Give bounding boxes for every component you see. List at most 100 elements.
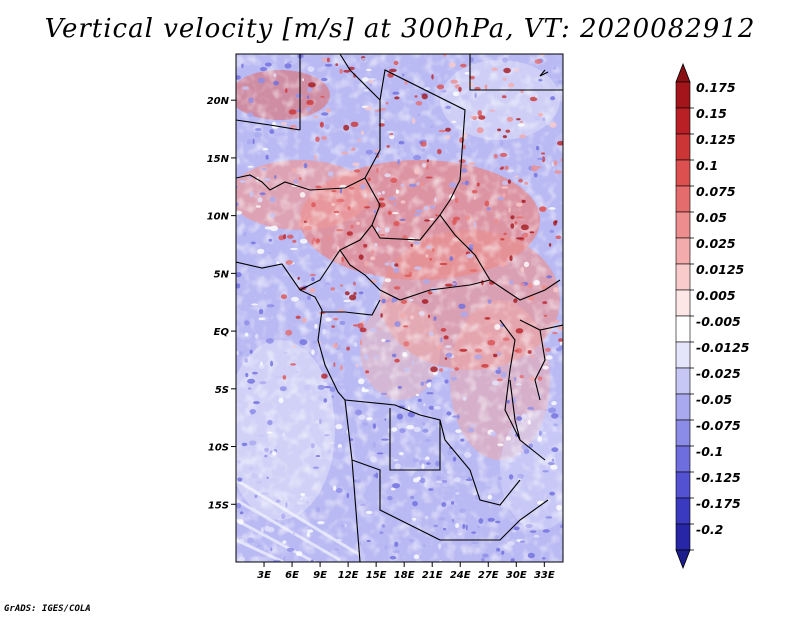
field-speckle	[320, 95, 325, 98]
field-speckle	[477, 110, 482, 117]
colorbar-swatch	[675, 81, 691, 109]
field-speckle	[293, 179, 298, 184]
field-speckle	[339, 359, 345, 363]
field-speckle	[343, 69, 351, 73]
field-speckle	[297, 171, 305, 175]
field-speckle	[310, 443, 315, 449]
field-speckle	[327, 171, 334, 177]
field-speckle	[440, 470, 444, 475]
field-speckle	[257, 197, 263, 203]
field-speckle	[323, 386, 332, 389]
field-speckle	[326, 108, 331, 113]
field-speckle	[464, 214, 471, 221]
lon-tick-label: 21E	[422, 570, 443, 581]
field-speckle	[428, 314, 430, 319]
field-speckle	[375, 472, 379, 479]
field-speckle	[260, 361, 263, 366]
field-speckle	[379, 233, 386, 237]
field-speckle	[397, 385, 402, 389]
field-speckle	[256, 248, 265, 255]
field-speckle	[295, 315, 301, 319]
wave-stripes	[236, 478, 361, 562]
field-speckle	[310, 559, 314, 562]
field-speckle	[458, 86, 462, 92]
field-speckle	[237, 519, 244, 525]
field-speckle	[365, 510, 373, 515]
field-speckle	[244, 332, 249, 337]
field-speckle	[445, 105, 452, 110]
field-speckle	[461, 94, 469, 100]
field-speckle	[441, 480, 448, 483]
field-speckle	[242, 86, 250, 90]
field-speckle	[539, 206, 547, 212]
field-texture	[236, 54, 563, 562]
field-speckle	[398, 405, 406, 409]
field-speckle	[469, 269, 478, 273]
field-speckle	[265, 154, 269, 160]
field-speckle	[453, 216, 460, 221]
colorbar-swatch	[675, 497, 691, 525]
lat-tick-label: 10S	[208, 443, 229, 454]
field-speckle	[380, 392, 388, 395]
field-speckle	[458, 127, 464, 130]
field-speckle	[251, 241, 256, 244]
field-speckle	[509, 280, 514, 285]
field-speckle	[384, 227, 390, 233]
field-speckle	[459, 508, 466, 513]
field-speckle	[275, 499, 281, 503]
border	[299, 224, 373, 291]
field-speckle	[510, 223, 515, 229]
field-speckle	[239, 538, 245, 543]
field-speckle	[325, 317, 332, 322]
field-speckle	[540, 54, 545, 57]
field-speckle	[504, 544, 508, 550]
field-speckle	[350, 224, 354, 229]
field-speckle	[407, 411, 415, 418]
field-speckle	[454, 84, 460, 89]
colorbar-label: 0.175	[696, 80, 736, 95]
field-speckle	[468, 424, 477, 427]
field-speckle	[255, 333, 259, 339]
field-speckle	[439, 262, 448, 266]
field-speckle	[492, 380, 499, 386]
field-speckle	[452, 456, 457, 462]
field-speckle	[502, 77, 507, 81]
field-speckle	[542, 470, 549, 473]
field-speckle	[519, 518, 526, 524]
field-speckle	[521, 444, 529, 450]
field-speckle	[324, 124, 330, 130]
field-speckle	[315, 185, 322, 189]
colorbar-label: 0.1	[696, 158, 718, 173]
field-speckle	[303, 163, 308, 169]
field-speckle	[236, 157, 240, 164]
field-speckle	[370, 458, 377, 463]
field-speckle	[361, 386, 365, 392]
field-speckle	[236, 502, 242, 509]
field-speckle	[264, 291, 267, 295]
colorbar-swatch	[675, 263, 691, 291]
border	[499, 319, 546, 461]
field-speckle	[364, 206, 371, 209]
field-speckle	[429, 205, 436, 209]
field-speckle	[481, 364, 489, 368]
field-speckle	[558, 344, 563, 350]
field-speckle	[491, 482, 497, 488]
field-speckle	[264, 447, 269, 452]
field-speckle	[517, 123, 525, 127]
field-speckle	[376, 226, 379, 233]
field-speckle	[553, 423, 559, 427]
field-speckle	[369, 328, 377, 332]
field-speckle	[394, 263, 399, 267]
field-speckle	[285, 88, 288, 93]
field-speckle	[402, 325, 409, 328]
field-speckle	[353, 169, 361, 173]
field-speckle	[268, 238, 272, 242]
field-speckle	[514, 175, 520, 178]
field-speckle	[257, 544, 261, 547]
field-speckle	[258, 317, 266, 321]
field-speckle	[399, 151, 408, 158]
field-speckle	[495, 520, 501, 524]
field-speckle	[346, 492, 350, 499]
field-speckle	[529, 96, 538, 102]
border	[322, 299, 381, 316]
